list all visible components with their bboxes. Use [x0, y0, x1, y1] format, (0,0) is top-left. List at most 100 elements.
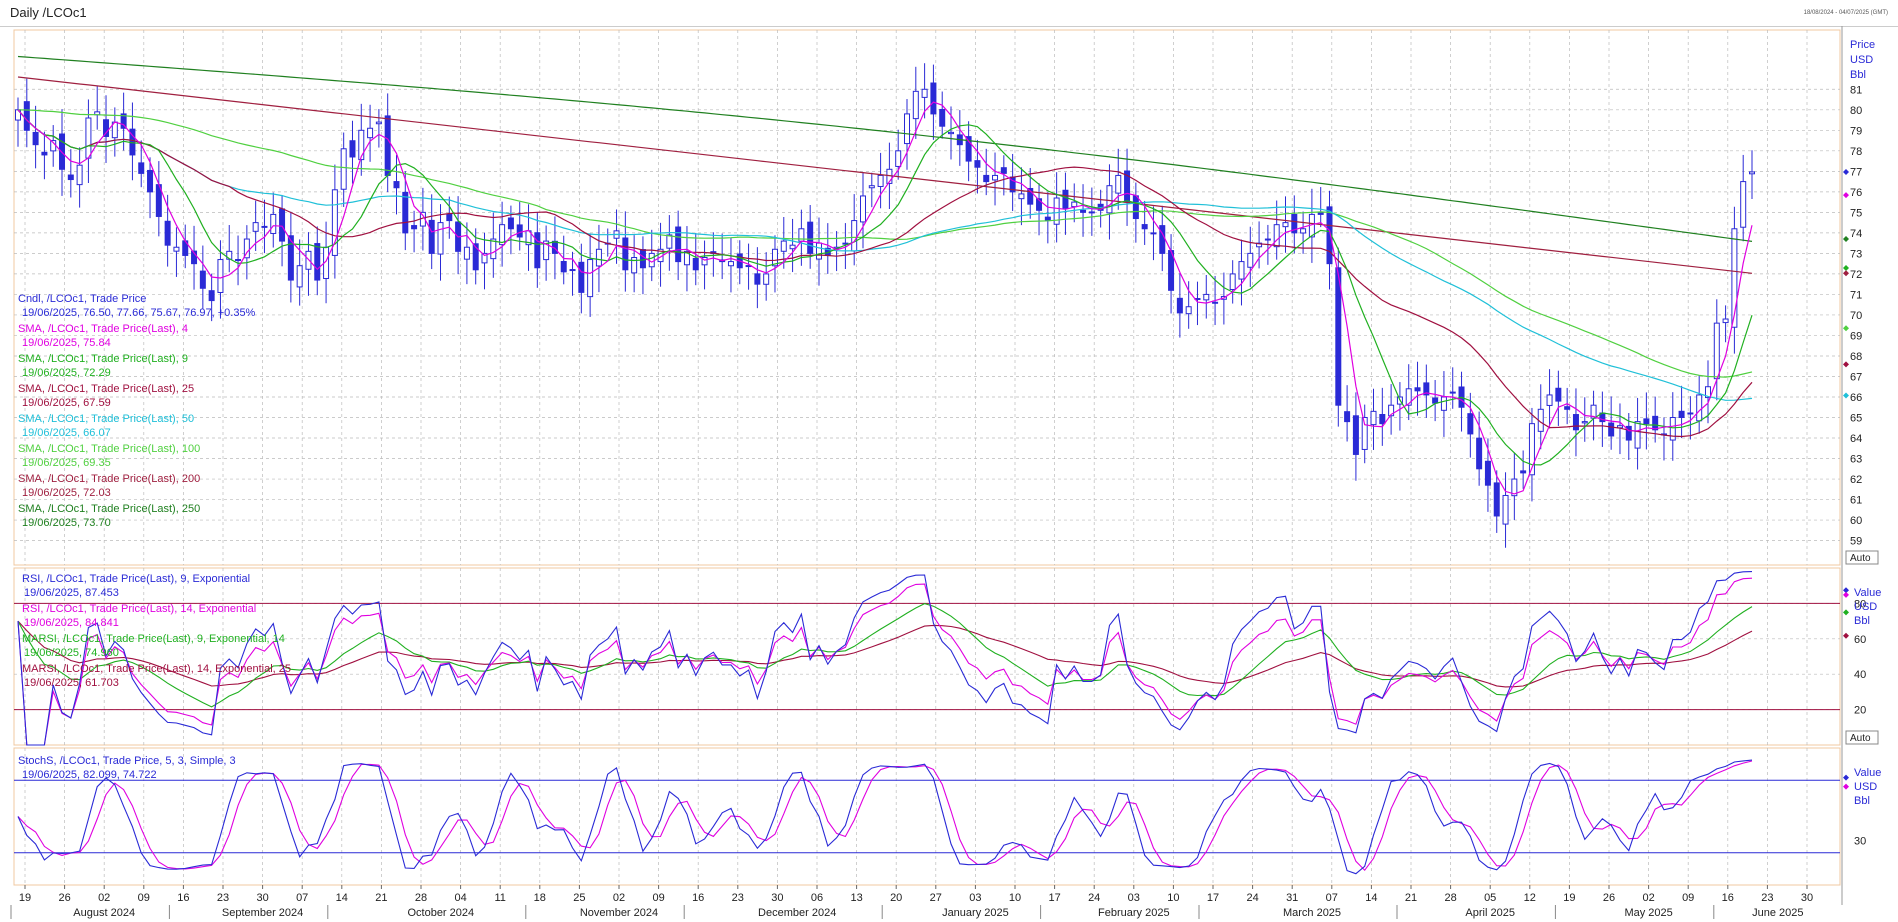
- rsi-last-marker: [1843, 587, 1849, 594]
- price-legend-value: 19/06/2025, 75.84: [22, 337, 111, 349]
- candle-body: [904, 113, 911, 145]
- last-value-marker: [1843, 168, 1849, 175]
- stoch-k-line: [17, 759, 1753, 875]
- price-tick-label: 63: [1850, 454, 1862, 466]
- candle-body: [340, 148, 347, 190]
- candle-body: [992, 174, 999, 181]
- candle-body: [516, 224, 523, 238]
- last-value-marker: [1843, 236, 1849, 243]
- candle-body: [1203, 293, 1210, 301]
- candle-body: [1044, 216, 1051, 222]
- stoch-last-marker: [1843, 774, 1849, 781]
- price-legend-value: 19/06/2025, 76.50, 77.66, 75.67, 76.97, …: [22, 307, 256, 319]
- price-tick-label: 70: [1850, 310, 1862, 322]
- candle-body: [1291, 213, 1298, 234]
- x-tick-label: 17: [1048, 892, 1060, 904]
- candle-body: [851, 220, 858, 252]
- x-month-label: October 2024: [407, 907, 474, 919]
- candle-body: [754, 273, 761, 285]
- candle-body: [1176, 297, 1183, 314]
- candle-body: [1264, 238, 1271, 241]
- x-tick-label: 23: [217, 892, 229, 904]
- last-value-marker: [1843, 361, 1849, 368]
- candle-body: [173, 246, 180, 252]
- x-tick-label: 04: [454, 892, 466, 904]
- candle-body: [1652, 415, 1659, 431]
- candle-body: [1247, 252, 1254, 268]
- x-tick-label: 09: [1682, 892, 1694, 904]
- candle-body: [296, 265, 303, 288]
- candle-body: [1520, 470, 1527, 474]
- candle-body: [1027, 187, 1034, 205]
- stoch-legend-value: 19/06/2025, 82.099, 74.722: [22, 769, 157, 781]
- candle-body: [543, 240, 550, 261]
- candle-body: [1273, 224, 1280, 248]
- candle-body: [1678, 410, 1685, 419]
- price-tick-label: 69: [1850, 330, 1862, 342]
- x-tick-label: 19: [19, 892, 31, 904]
- rsi-legend-value: 19/06/2025, 87.453: [24, 587, 119, 599]
- rsi-legend-value: 19/06/2025, 61.703: [24, 677, 119, 689]
- candle-body: [1625, 425, 1632, 441]
- x-tick-label: 16: [692, 892, 704, 904]
- last-value-marker: [1843, 270, 1849, 277]
- candle-body: [842, 242, 849, 245]
- x-tick-label: 10: [1167, 892, 1179, 904]
- candle-body: [1071, 201, 1078, 208]
- x-tick-label: 17: [1207, 892, 1219, 904]
- rsi-legend-label: MARSI, /LCOc1, Trade Price(Last), 9, Exp…: [22, 633, 285, 645]
- x-tick-label: 26: [1603, 892, 1615, 904]
- x-month-label: April 2025: [1465, 907, 1515, 919]
- candle-body: [1476, 437, 1483, 470]
- candle-body: [1300, 228, 1307, 234]
- candle-body: [683, 250, 690, 266]
- candle-body: [1106, 185, 1113, 214]
- x-tick-label: 30: [771, 892, 783, 904]
- candle-body: [639, 249, 646, 269]
- candle-body: [1564, 406, 1571, 410]
- x-month-label: May 2025: [1624, 907, 1672, 919]
- candle-body: [1256, 242, 1263, 248]
- x-tick-label: 20: [890, 892, 902, 904]
- price-axis-title: USD: [1850, 54, 1873, 66]
- candle-body: [1608, 422, 1615, 437]
- candle-body: [103, 119, 110, 137]
- candle-body: [1696, 394, 1703, 422]
- price-tick-label: 64: [1850, 433, 1862, 445]
- x-tick-label: 07: [296, 892, 308, 904]
- candle-body: [560, 261, 567, 273]
- candle-body: [1749, 171, 1755, 175]
- candle-body: [1141, 224, 1148, 230]
- candle-body: [921, 88, 928, 98]
- candle-body: [23, 101, 30, 131]
- rsi-axis-title: USD: [1854, 601, 1877, 613]
- price-tick-label: 60: [1850, 515, 1862, 527]
- candle-body: [384, 115, 391, 176]
- candle-body: [1546, 394, 1553, 406]
- stoch-axis-title: USD: [1854, 781, 1877, 793]
- x-month-label: January 2025: [942, 907, 1009, 919]
- last-value-marker: [1843, 192, 1849, 199]
- candle-body: [1432, 397, 1439, 404]
- x-month-label: December 2024: [758, 907, 836, 919]
- price-tick-label: 73: [1850, 248, 1862, 260]
- price-legend-label: Cndl, /LCOc1, Trade Price: [18, 293, 146, 305]
- candle-body: [1361, 417, 1368, 450]
- candle-body: [815, 242, 822, 260]
- candle-body: [1528, 423, 1535, 476]
- candle-body: [1212, 301, 1219, 304]
- last-value-marker: [1843, 325, 1849, 332]
- candle-body: [1643, 418, 1650, 425]
- candle-body: [358, 129, 365, 161]
- price-tick-label: 65: [1850, 413, 1862, 425]
- x-tick-label: 13: [850, 892, 862, 904]
- rsi-legend-label: MARSI, /LCOc1, Trade Price(Last), 14, Ex…: [22, 663, 291, 675]
- candle-body: [279, 208, 286, 242]
- candle-body: [859, 195, 866, 223]
- marsi-14-line: [17, 620, 1753, 688]
- candle-body: [507, 217, 514, 230]
- x-tick-label: 27: [930, 892, 942, 904]
- x-tick-label: 03: [969, 892, 981, 904]
- rsi-legend-label: RSI, /LCOc1, Trade Price(Last), 14, Expo…: [22, 603, 256, 615]
